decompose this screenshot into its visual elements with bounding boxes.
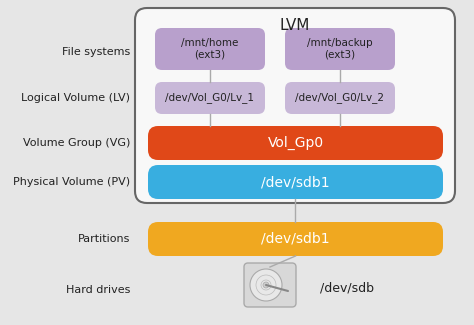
FancyBboxPatch shape xyxy=(155,28,265,70)
Text: LVM: LVM xyxy=(280,19,310,33)
Circle shape xyxy=(250,269,282,301)
Text: /dev/sdb1: /dev/sdb1 xyxy=(261,175,330,189)
FancyBboxPatch shape xyxy=(148,165,443,199)
Text: Hard drives: Hard drives xyxy=(65,285,130,295)
Text: /dev/Vol_G0/Lv_1: /dev/Vol_G0/Lv_1 xyxy=(165,93,255,103)
FancyBboxPatch shape xyxy=(285,82,395,114)
FancyBboxPatch shape xyxy=(285,28,395,70)
Text: Partitions: Partitions xyxy=(78,234,130,244)
FancyBboxPatch shape xyxy=(135,8,455,203)
Text: File systems: File systems xyxy=(62,47,130,57)
Circle shape xyxy=(263,282,269,288)
Text: Logical Volume (LV): Logical Volume (LV) xyxy=(21,93,130,103)
Text: /mnt/backup
(ext3): /mnt/backup (ext3) xyxy=(307,38,373,60)
Text: Volume Group (VG): Volume Group (VG) xyxy=(23,138,130,148)
Text: /mnt/home
(ext3): /mnt/home (ext3) xyxy=(182,38,239,60)
Text: Physical Volume (PV): Physical Volume (PV) xyxy=(13,177,130,187)
FancyBboxPatch shape xyxy=(155,82,265,114)
FancyBboxPatch shape xyxy=(244,263,296,307)
Text: Vol_Gp0: Vol_Gp0 xyxy=(267,136,324,150)
Text: /dev/sdb1: /dev/sdb1 xyxy=(261,232,330,246)
FancyBboxPatch shape xyxy=(148,222,443,256)
FancyBboxPatch shape xyxy=(148,126,443,160)
Text: /dev/Vol_G0/Lv_2: /dev/Vol_G0/Lv_2 xyxy=(295,93,384,103)
Text: /dev/sdb: /dev/sdb xyxy=(320,281,374,294)
